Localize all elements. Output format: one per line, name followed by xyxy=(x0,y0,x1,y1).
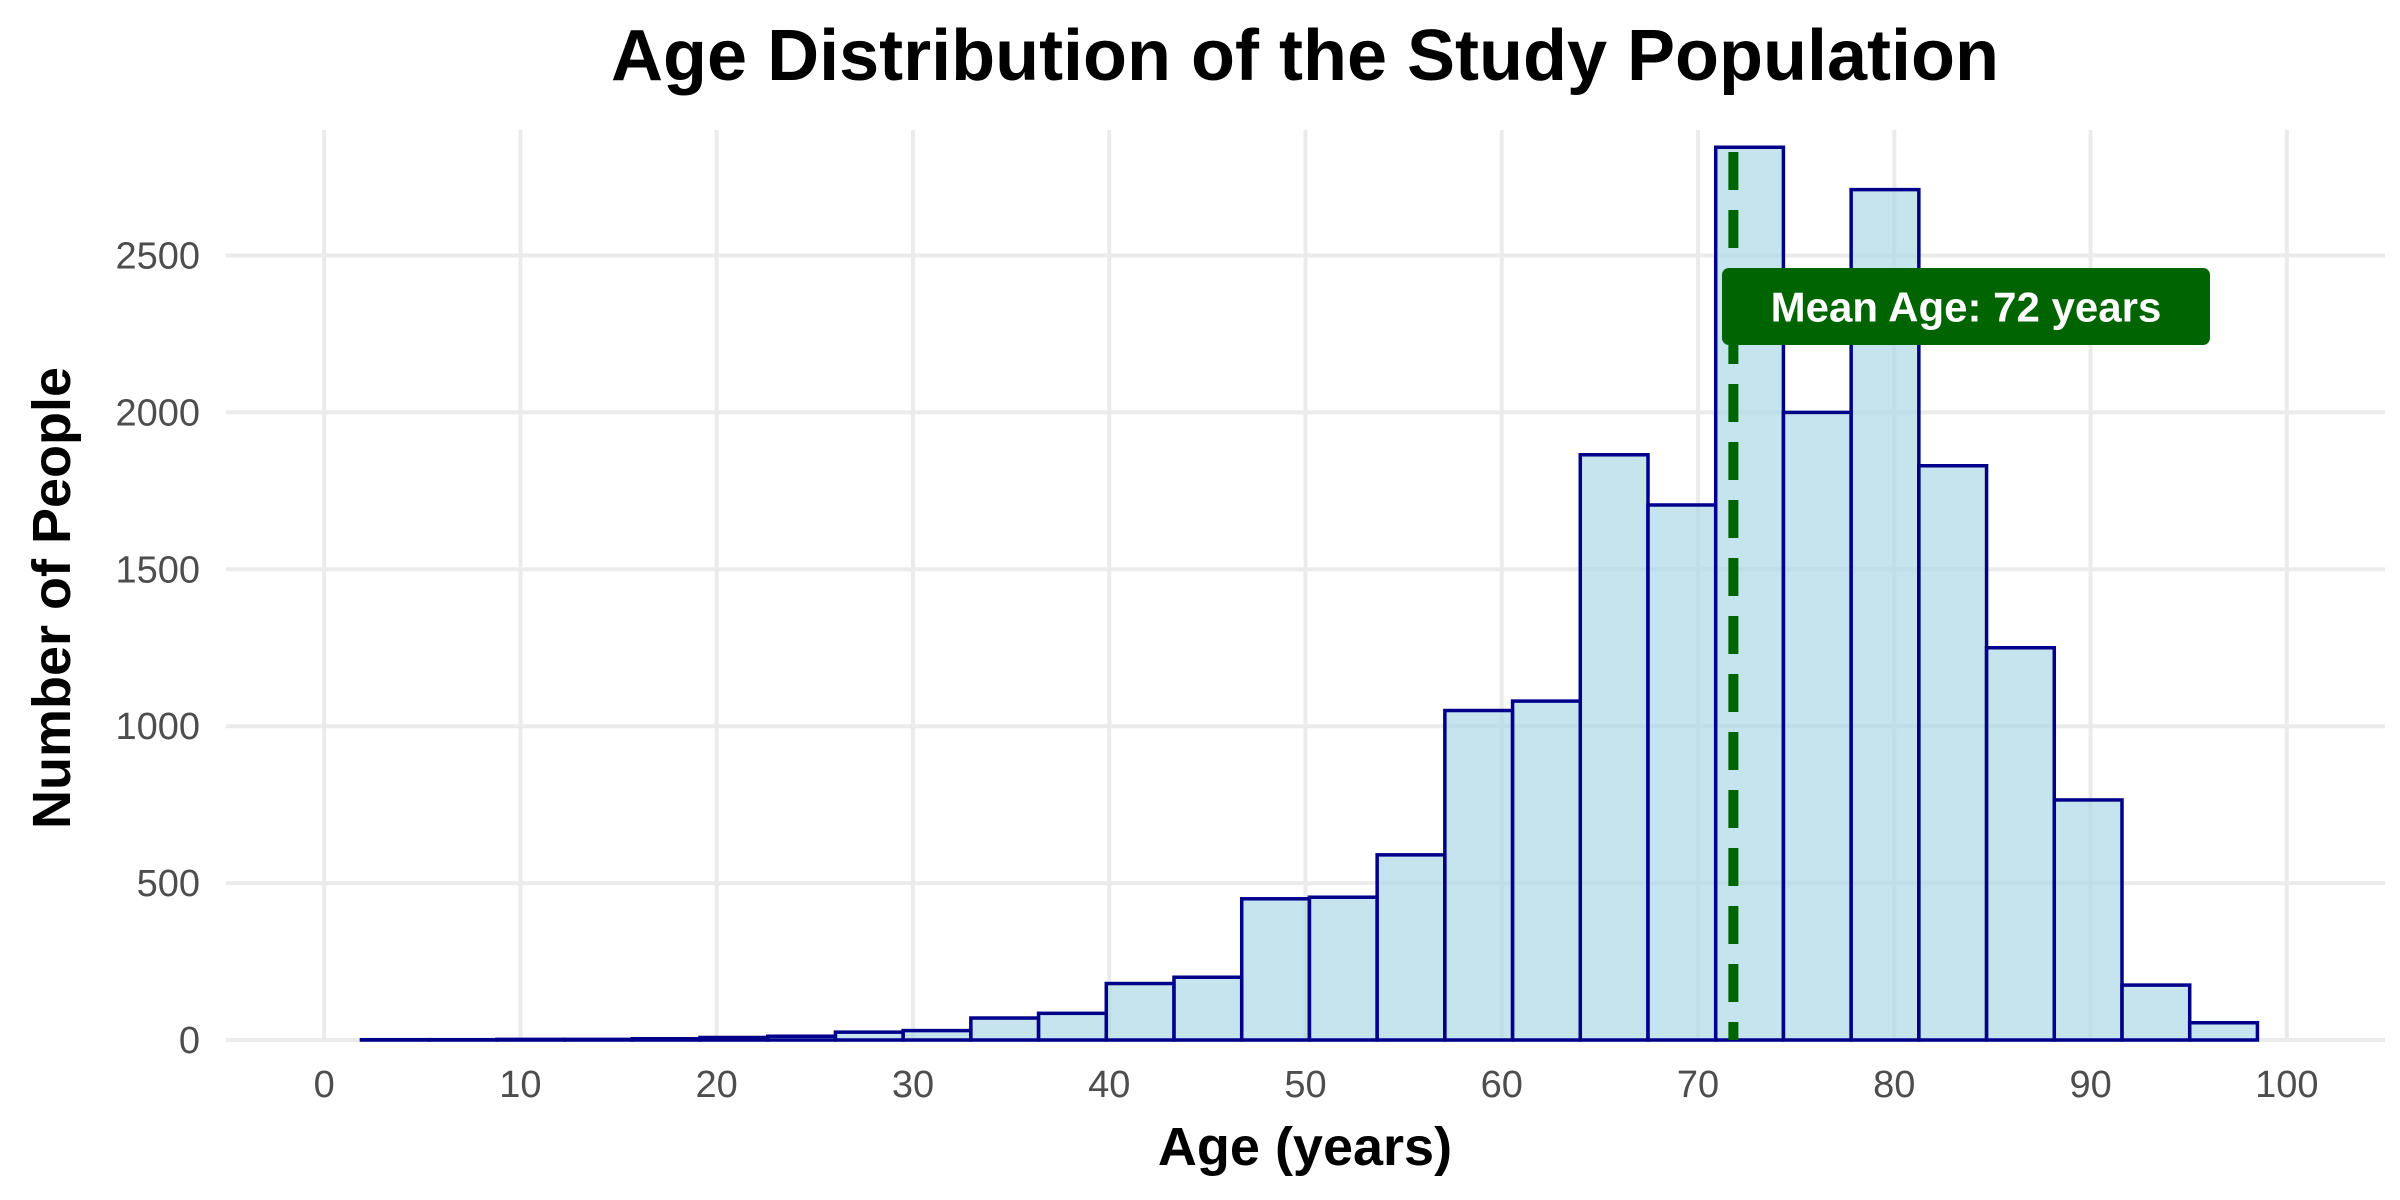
x-tick-label: 70 xyxy=(1677,1064,1719,1106)
x-tick-label: 60 xyxy=(1481,1064,1523,1106)
histogram-bar xyxy=(495,1037,567,1042)
y-tick-label: 1000 xyxy=(115,706,200,748)
histogram-bar xyxy=(1239,897,1312,1042)
histogram-bar xyxy=(1510,699,1583,1042)
histogram-bar xyxy=(1307,895,1379,1042)
histogram-bar xyxy=(1781,410,1853,1042)
histogram-bars xyxy=(359,145,2260,1042)
histogram-bar xyxy=(765,1034,838,1042)
histogram-bar xyxy=(2052,798,2124,1042)
y-tick-label: 0 xyxy=(179,1020,200,1062)
x-tick-label: 10 xyxy=(499,1064,541,1106)
histogram-bar xyxy=(630,1036,702,1042)
x-axis-title: Age (years) xyxy=(1158,1117,1452,1177)
mean-label-box xyxy=(1722,268,2210,345)
histogram-bar xyxy=(1917,464,1989,1042)
histogram-bar xyxy=(2187,1020,2260,1042)
histogram-bar xyxy=(969,1016,1041,1042)
histogram-bar xyxy=(1104,981,1176,1042)
histogram-bar xyxy=(1443,708,1515,1042)
histogram-bar xyxy=(1036,1011,1109,1042)
y-tick-label: 2000 xyxy=(115,392,200,434)
x-tick-label: 30 xyxy=(892,1064,934,1106)
y-tick-label: 500 xyxy=(137,863,200,905)
mean-label: Mean Age: 72 years xyxy=(1771,284,2162,331)
tick-labels: 0 10 20 30 40 50 60 70 80 90 100050010001500200025… xyxy=(115,236,2318,1106)
x-tick-label: 20 xyxy=(696,1064,738,1106)
x-tick-label: 50 xyxy=(1284,1064,1326,1106)
chart-title: Age Distribution of the Study Population xyxy=(611,16,1999,96)
x-tick-label: 100 xyxy=(2255,1064,2318,1106)
x-tick-label: 0 xyxy=(314,1064,335,1106)
histogram-bar xyxy=(1375,853,1447,1042)
y-tick-label: 1500 xyxy=(115,549,200,591)
histogram-bar xyxy=(698,1035,770,1042)
y-tick-label: 2500 xyxy=(115,236,200,278)
histogram-bar xyxy=(562,1037,635,1042)
histogram-bar xyxy=(1578,453,1650,1042)
mean-annotation: Mean Age: 72 years xyxy=(1722,152,2210,1040)
y-axis-title: Number of People xyxy=(22,367,82,829)
histogram-bar xyxy=(2120,983,2192,1042)
histogram-bar xyxy=(1172,975,1244,1042)
x-tick-label: 80 xyxy=(1873,1064,1915,1106)
histogram-bar xyxy=(1984,646,2057,1042)
x-tick-label: 90 xyxy=(2069,1064,2111,1106)
histogram-bar xyxy=(833,1030,905,1042)
x-tick-label: 40 xyxy=(1088,1064,1130,1106)
histogram-bar xyxy=(901,1028,973,1042)
histogram-bar xyxy=(1646,503,1718,1042)
